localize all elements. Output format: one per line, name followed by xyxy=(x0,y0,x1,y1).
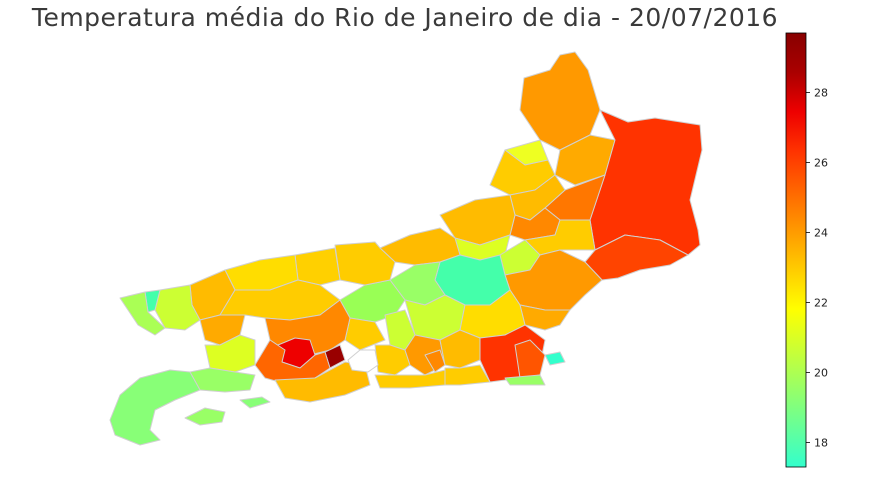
region-rio[interactable] xyxy=(274,361,371,403)
region-coast-3[interactable] xyxy=(504,374,546,386)
colorbar-gradient xyxy=(785,32,807,468)
region-w-7[interactable] xyxy=(154,284,201,331)
region-sw-2[interactable] xyxy=(189,367,256,393)
colorbar-tick-label: 18 xyxy=(814,437,828,450)
region-w-1[interactable] xyxy=(334,241,396,286)
colorbar-tick-label: 22 xyxy=(814,297,828,310)
region-island[interactable] xyxy=(184,407,226,426)
region-em-6[interactable] xyxy=(514,339,546,379)
region-em-7[interactable] xyxy=(544,351,566,366)
colorbar-tick-label: 28 xyxy=(814,87,828,100)
region-coast-2[interactable] xyxy=(444,364,491,386)
map-title: Temperatura média do Rio de Janeiro de d… xyxy=(31,3,779,32)
region-sw-coast[interactable] xyxy=(239,396,271,409)
colorbar-tick-label: 24 xyxy=(814,227,828,240)
colorbar-tick-label: 26 xyxy=(814,157,828,170)
guanabara-bay xyxy=(347,349,379,373)
region-w-9[interactable] xyxy=(119,291,166,336)
region-sw-3[interactable] xyxy=(109,369,201,446)
colorbar-ticks: 18 20 22 24 26 28 xyxy=(806,87,828,450)
colorbar-tick-label: 20 xyxy=(814,367,828,380)
